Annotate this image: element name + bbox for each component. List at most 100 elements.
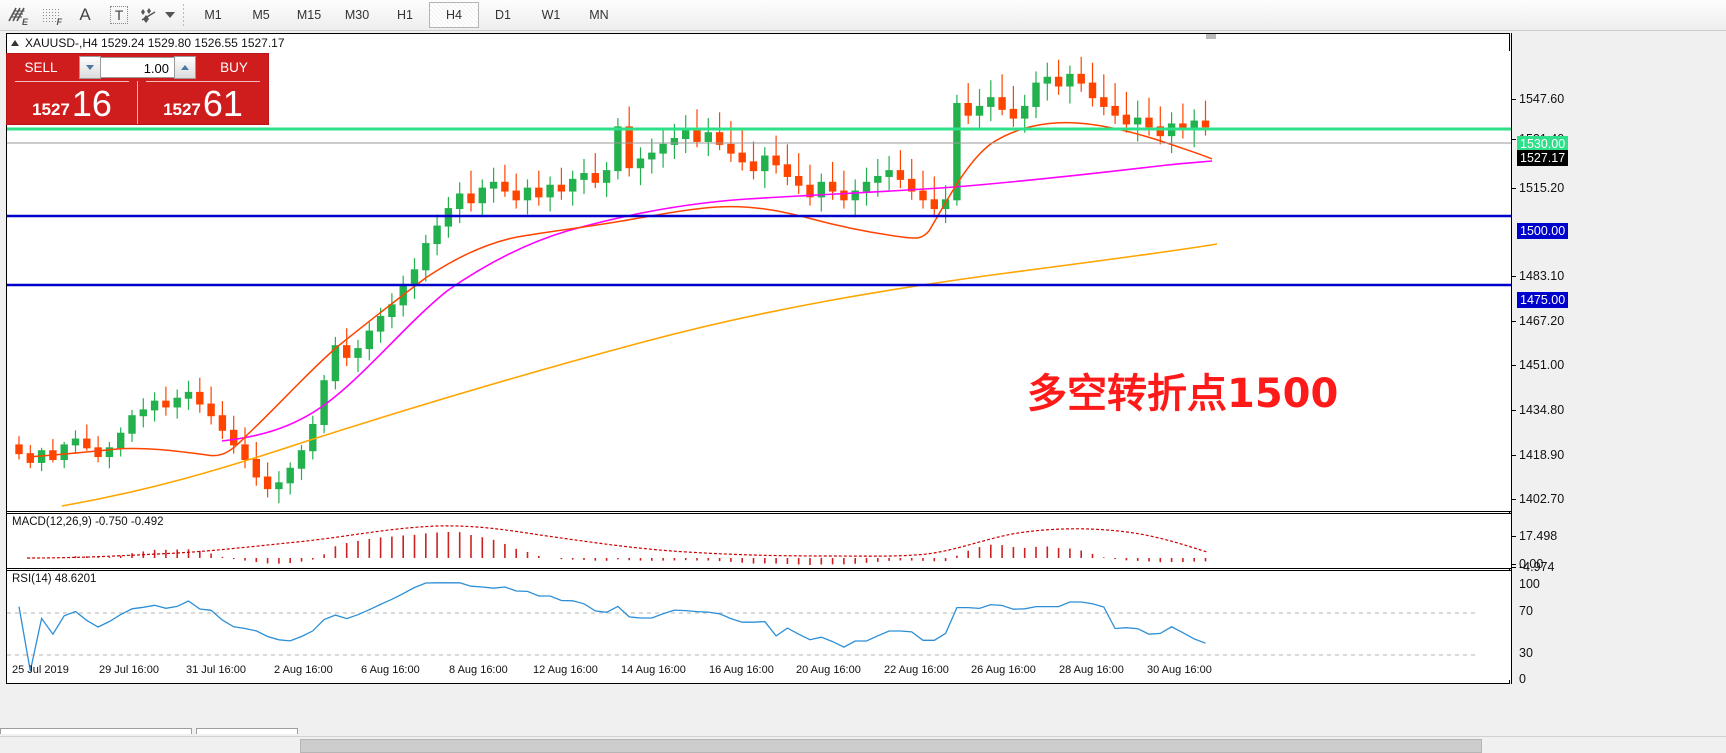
- candle-body: [896, 170, 905, 180]
- buy-price-block[interactable]: 1527 61: [137, 81, 268, 124]
- time-label-7: 14 Aug 16:00: [621, 664, 686, 676]
- timeframe-m30[interactable]: M30: [344, 8, 370, 22]
- timeframe-m15[interactable]: M15: [296, 8, 322, 22]
- candle-body: [659, 143, 667, 154]
- timeframe-m5[interactable]: M5: [252, 8, 270, 22]
- trade-panel-top-row: SELL 1.00 BUY: [7, 54, 268, 81]
- candle-body: [919, 190, 927, 201]
- price-axis[interactable]: 1547.601531.401530.001527.171515.201500.…: [1511, 33, 1726, 686]
- price-axis-1500-00-label[interactable]: 1500.00: [1517, 223, 1569, 239]
- candle-body: [467, 193, 475, 204]
- candle-body: [1032, 82, 1040, 107]
- price-axis-1515-20-label: 1515.20: [1519, 181, 1565, 195]
- candle-body: [625, 126, 633, 169]
- candle-body: [1134, 117, 1142, 125]
- timeframe-d1[interactable]: D1: [495, 8, 511, 22]
- macd-chart-svg: [26, 525, 1208, 565]
- rsi-pane[interactable]: RSI(14) 48.6201: [7, 570, 1511, 680]
- candle-body: [1077, 73, 1085, 84]
- chart-canvas-window[interactable]: XAUUSD-,H4 1529.24 1529.80 1526.55 1527.…: [6, 33, 1511, 684]
- ma-slow-line: [61, 243, 1218, 507]
- indicators-icon[interactable]: E: [0, 1, 34, 29]
- price-axis-1434-80-label: 1434.80: [1519, 403, 1565, 417]
- price-axis-1483-10-label: 1483.10: [1519, 269, 1565, 283]
- price-pane[interactable]: 多空转折点1500: [7, 51, 1511, 512]
- sell-button[interactable]: SELL: [24, 60, 58, 75]
- candle-body: [456, 193, 464, 210]
- main-toolbar: E F A T M1 M5 M15 M30 H1 H4 D1 W1 MN: [0, 0, 1726, 31]
- price-axis-1530-00-label[interactable]: 1530.00: [1517, 136, 1569, 152]
- text-label-icon[interactable]: T: [102, 1, 136, 29]
- candle-body: [150, 400, 159, 411]
- text-a-icon[interactable]: A: [79, 5, 91, 24]
- volume-decrease-button[interactable]: [79, 56, 101, 79]
- rsi-axis-30-label: 30: [1519, 646, 1533, 660]
- grid-f-icon[interactable]: F: [34, 1, 68, 29]
- ma-medium-line: [221, 160, 1213, 442]
- candle-body: [263, 476, 272, 490]
- objects-dropdown-icon[interactable]: [162, 1, 178, 29]
- candle-body: [1145, 117, 1153, 128]
- candle-body: [1088, 82, 1097, 99]
- timeframe-mn[interactable]: MN: [589, 8, 609, 22]
- horizontal-scrollbar[interactable]: [0, 736, 1726, 753]
- timeframe-w1[interactable]: W1: [541, 8, 561, 22]
- time-label-10: 22 Aug 16:00: [884, 664, 949, 676]
- time-label-8: 16 Aug 16:00: [709, 664, 774, 676]
- collapse-triangle-icon[interactable]: [11, 39, 19, 46]
- candle-body: [998, 97, 1006, 110]
- toolbar-separator: [183, 4, 184, 26]
- rsi-chart-svg: [7, 582, 1477, 672]
- sell-price-pips: 16: [71, 83, 112, 124]
- candle-body: [388, 304, 396, 318]
- scrollbar-thumb[interactable]: [300, 739, 1482, 753]
- candle-body: [1021, 105, 1029, 119]
- candle-body: [828, 181, 837, 192]
- candle-body: [557, 184, 566, 192]
- volume-input[interactable]: 1.00: [101, 57, 174, 78]
- volume-increase-button[interactable]: [174, 56, 196, 79]
- timeframe-m1[interactable]: M1: [204, 8, 222, 22]
- macd-histogram: [29, 532, 1207, 565]
- chart-tab-other[interactable]: [196, 728, 298, 734]
- time-label-1: 29 Jul 16:00: [99, 664, 159, 676]
- candle-body: [670, 138, 679, 145]
- symbol-quote-bar: XAUUSD-,H4 1529.24 1529.80 1526.55 1527.…: [7, 34, 1509, 51]
- price-axis-1418-90-tick: [1511, 455, 1516, 456]
- candle-body: [727, 143, 735, 154]
- macd-axis-4974-tick: [1511, 567, 1516, 568]
- time-label-9: 20 Aug 16:00: [796, 664, 861, 676]
- buy-price-pips: 61: [202, 83, 243, 124]
- price-axis-1527-17-label[interactable]: 1527.17: [1517, 150, 1569, 166]
- candle-body: [376, 316, 385, 332]
- candle-body: [286, 467, 294, 484]
- candle-body: [1122, 114, 1131, 125]
- price-axis-1547-60-label: 1547.60: [1519, 92, 1565, 106]
- candle-body: [908, 178, 916, 192]
- candle-body: [94, 447, 102, 458]
- objects-icon[interactable]: [136, 1, 162, 29]
- price-axis-1547-60-tick: [1511, 99, 1516, 100]
- macd-axis-000-label: 0.00: [1519, 557, 1544, 571]
- one-click-trading-panel[interactable]: SELL 1.00 BUY 1527 16 1527 61: [6, 53, 269, 125]
- chevron-up-icon: [181, 65, 189, 70]
- chart-tab-active[interactable]: [0, 728, 192, 734]
- timeframe-h4[interactable]: H4: [429, 2, 479, 28]
- candle-body: [783, 164, 792, 177]
- candle-body: [15, 444, 23, 455]
- macd-axis-4974-label: -4.974: [1519, 560, 1555, 574]
- candle-body: [422, 243, 430, 271]
- sell-price-block[interactable]: 1527 16: [7, 81, 137, 124]
- macd-axis-000-tick: [1511, 564, 1516, 565]
- buy-divider: [146, 81, 260, 82]
- candle-body: [196, 391, 204, 405]
- volume-stepper[interactable]: 1.00: [79, 56, 196, 79]
- macd-pane[interactable]: MACD(12,26,9) -0.750 -0.492: [7, 513, 1511, 569]
- timeframe-h1[interactable]: H1: [397, 8, 413, 22]
- candle-body: [478, 187, 487, 204]
- time-axis: 25 Jul 2019 29 Jul 16:00 31 Jul 16:00 2 Aug…: [6, 664, 1510, 684]
- buy-button[interactable]: BUY: [220, 60, 248, 75]
- price-axis-1475-00-label[interactable]: 1475.00: [1517, 292, 1569, 308]
- candle-body: [512, 190, 520, 201]
- window-drag-nub[interactable]: [1206, 34, 1216, 39]
